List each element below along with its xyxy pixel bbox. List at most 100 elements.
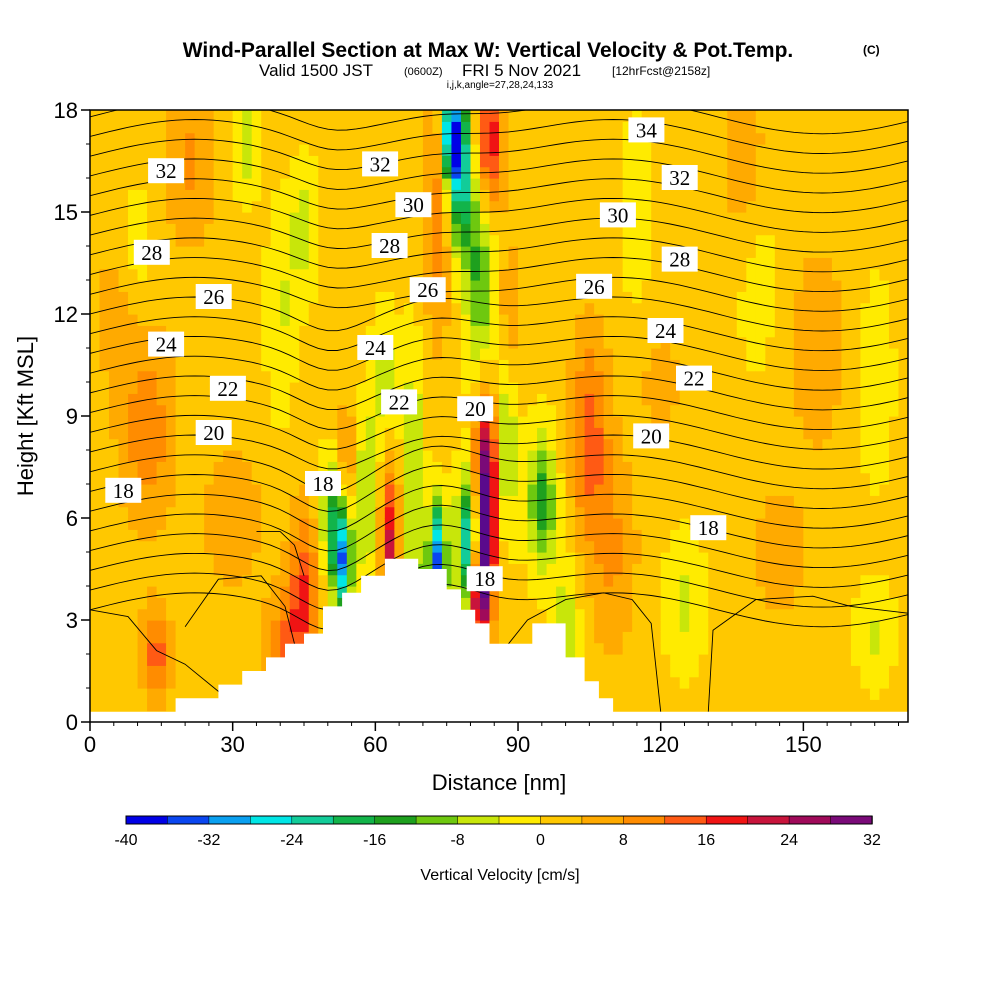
velocity-cell	[594, 348, 605, 360]
velocity-cell	[479, 144, 491, 156]
velocity-cell	[660, 461, 671, 474]
velocity-cell	[166, 518, 177, 530]
velocity-cell	[613, 552, 624, 564]
velocity-cell	[812, 665, 823, 678]
velocity-cell	[270, 155, 281, 168]
velocity-cell	[537, 246, 548, 258]
velocity-cell	[803, 495, 814, 508]
velocity-cell	[898, 325, 908, 338]
velocity-cell	[90, 246, 101, 258]
velocity-cell	[651, 234, 662, 247]
terrain-profile	[90, 558, 908, 722]
velocity-cell	[831, 665, 843, 678]
velocity-cell	[318, 132, 329, 145]
velocity-cell	[194, 223, 205, 236]
velocity-cell	[299, 597, 310, 610]
velocity-cell	[822, 336, 833, 349]
velocity-cell	[641, 699, 652, 712]
velocity-cell	[308, 597, 319, 610]
velocity-cell	[793, 438, 804, 451]
velocity-cell	[356, 450, 367, 462]
velocity-cell	[156, 699, 167, 712]
velocity-cell	[812, 699, 823, 712]
velocity-cell	[147, 552, 158, 564]
velocity-cell	[727, 620, 738, 632]
velocity-cell	[822, 212, 833, 224]
velocity-cell	[299, 246, 310, 258]
velocity-cell	[346, 166, 357, 179]
velocity-cell	[137, 688, 148, 700]
velocity-cell	[280, 484, 291, 496]
velocity-cell	[841, 688, 852, 700]
velocity-cell	[822, 178, 833, 190]
velocity-cell	[242, 631, 253, 644]
velocity-cell	[99, 438, 110, 451]
velocity-cell	[736, 608, 747, 621]
velocity-cell	[299, 472, 310, 485]
velocity-cell	[99, 325, 110, 338]
velocity-cell	[166, 314, 177, 326]
velocity-cell	[727, 404, 738, 417]
velocity-cell	[888, 325, 900, 338]
velocity-cell	[403, 370, 414, 383]
velocity-cell	[394, 257, 405, 270]
velocity-cell	[413, 336, 424, 349]
velocity-cell	[118, 586, 129, 598]
velocity-cell	[175, 574, 186, 587]
velocity-cell	[679, 495, 690, 508]
velocity-cell	[793, 529, 804, 542]
velocity-cell	[156, 552, 167, 564]
velocity-cell	[479, 110, 491, 122]
velocity-cell	[537, 302, 548, 315]
velocity-cell	[803, 212, 814, 224]
velocity-cell	[879, 438, 890, 451]
contour-label-text: 26	[203, 285, 224, 309]
velocity-cell	[746, 699, 757, 712]
velocity-cell	[175, 461, 186, 474]
velocity-cell	[308, 438, 319, 451]
velocity-cell	[175, 518, 186, 530]
velocity-cell	[613, 654, 624, 666]
velocity-cell	[765, 302, 776, 315]
velocity-cell	[670, 302, 681, 315]
colorbar-swatch	[540, 815, 583, 825]
velocity-cell	[99, 495, 110, 508]
velocity-cell	[441, 132, 453, 145]
velocity-cell	[128, 212, 139, 224]
velocity-cell	[270, 540, 281, 553]
velocity-cell	[251, 370, 262, 383]
velocity-cell	[137, 608, 148, 621]
velocity-cell	[717, 665, 728, 678]
velocity-cell	[698, 450, 709, 462]
velocity-cell	[232, 427, 243, 440]
velocity-cell	[460, 597, 472, 610]
velocity-cell	[755, 336, 766, 349]
velocity-cell	[251, 586, 262, 598]
velocity-cell	[831, 336, 843, 349]
velocity-cell	[242, 438, 253, 451]
velocity-cell	[841, 574, 852, 587]
velocity-cell	[850, 348, 862, 360]
velocity-cell	[879, 642, 890, 655]
velocity-cell	[499, 518, 510, 530]
velocity-cell	[622, 121, 633, 134]
velocity-cell	[422, 178, 434, 190]
velocity-cell	[232, 121, 243, 134]
velocity-cell	[850, 563, 862, 576]
velocity-cell	[422, 518, 434, 530]
velocity-cell	[261, 586, 272, 598]
velocity-cell	[422, 121, 434, 134]
velocity-cell	[784, 189, 795, 202]
contour-label: 20	[457, 396, 494, 422]
velocity-cell	[765, 246, 776, 258]
velocity-cell	[128, 529, 139, 542]
velocity-cell	[784, 676, 795, 689]
velocity-cell	[470, 234, 481, 247]
velocity-cell	[584, 382, 595, 394]
velocity-cell	[575, 314, 586, 326]
velocity-cell	[888, 212, 900, 224]
velocity-cell	[613, 166, 624, 179]
velocity-cell	[641, 654, 652, 666]
velocity-cell	[622, 642, 633, 655]
velocity-cell	[308, 382, 319, 394]
